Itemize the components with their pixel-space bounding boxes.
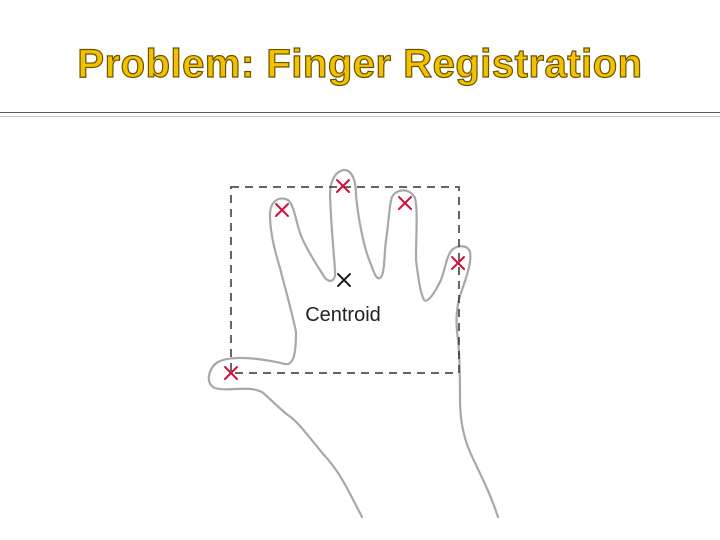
fingertip-marker-middle: [336, 179, 350, 193]
centroid-marker: [337, 273, 351, 287]
title-divider: [0, 112, 720, 113]
slide-title: Problem: Finger Registration: [77, 41, 643, 86]
fingertip-marker-thumb: [224, 366, 238, 380]
title-divider-shadow: [0, 116, 720, 117]
fingertip-marker-ring: [398, 196, 412, 210]
hand-outline: [207, 168, 500, 519]
centroid-label: Centroid: [305, 304, 381, 326]
fingertip-marker-pinky: [451, 256, 465, 270]
fingertip-marker-index: [275, 203, 289, 217]
